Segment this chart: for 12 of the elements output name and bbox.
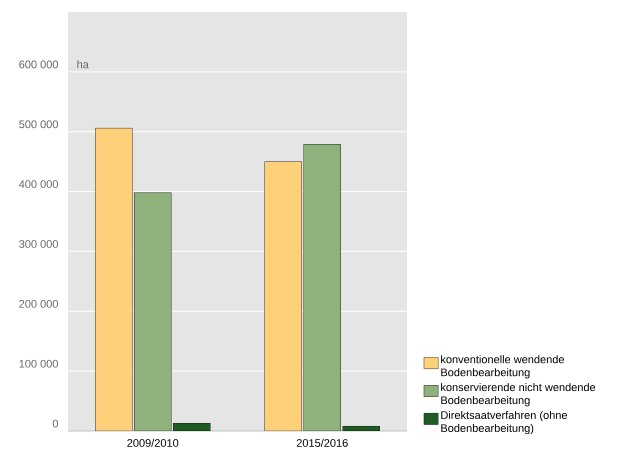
y-tick-label: 200 000 — [19, 300, 58, 308]
x-tick-label: 2015/2016 — [296, 438, 348, 447]
y-tick-label: 500 000 — [19, 120, 58, 128]
y-axis-title: ha — [77, 60, 89, 68]
y-tick-label: 400 000 — [18, 180, 58, 188]
y-tick-label: 100 000 — [20, 360, 58, 368]
legend-label: Direktsaatverfahren (ohne Bodenbearbeitung) — [441, 410, 568, 434]
y-tick-label: 0 — [52, 420, 58, 428]
y-tick-label: 600 000 — [19, 60, 58, 68]
x-tick-label: 2009/2010 — [127, 438, 178, 447]
legend-label: konservierende nicht wendende Bodenbearbeitung — [441, 383, 596, 406]
y-tick-label: 300 000 — [19, 240, 58, 248]
